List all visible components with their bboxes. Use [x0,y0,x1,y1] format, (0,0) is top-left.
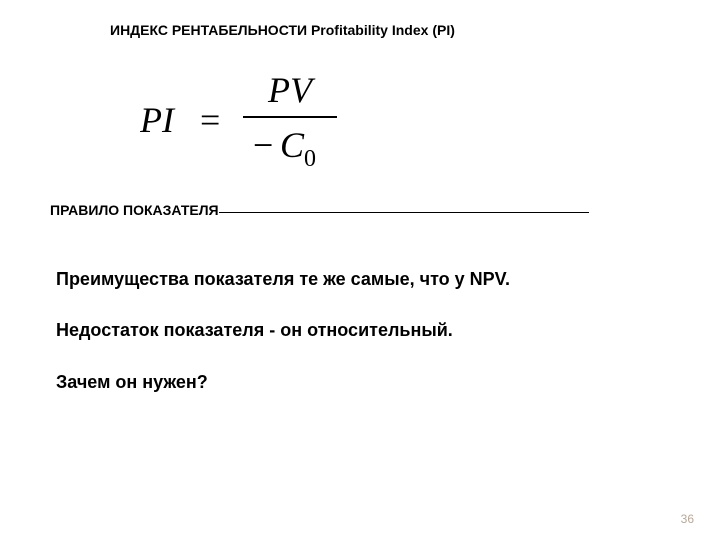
formula-left: PI [140,100,176,140]
body-line-2: Недостаток показателя - он относительный… [56,319,670,342]
svg-text:C: C [280,125,305,165]
formula: PI = PV − C 0 [140,62,670,172]
formula-equals: = [200,100,220,140]
body-line-3: Зачем он нужен? [56,371,670,394]
page-number: 36 [681,512,694,526]
svg-text:−: − [253,125,273,165]
slide-title: ИНДЕКС РЕНТАБЕЛЬНОСТИ Profitability Inde… [110,22,670,38]
svg-text:0: 0 [304,146,316,172]
formula-denominator: − C 0 [253,125,316,172]
rule-label: ПРАВИЛО ПОКАЗАТЕЛЯ [50,202,219,218]
rule-blank-line [219,212,589,213]
body-line-1: Преимущества показателя те же самые, что… [56,268,670,291]
formula-numerator: PV [267,70,316,110]
rule-row: ПРАВИЛО ПОКАЗАТЕЛЯ [50,202,670,218]
